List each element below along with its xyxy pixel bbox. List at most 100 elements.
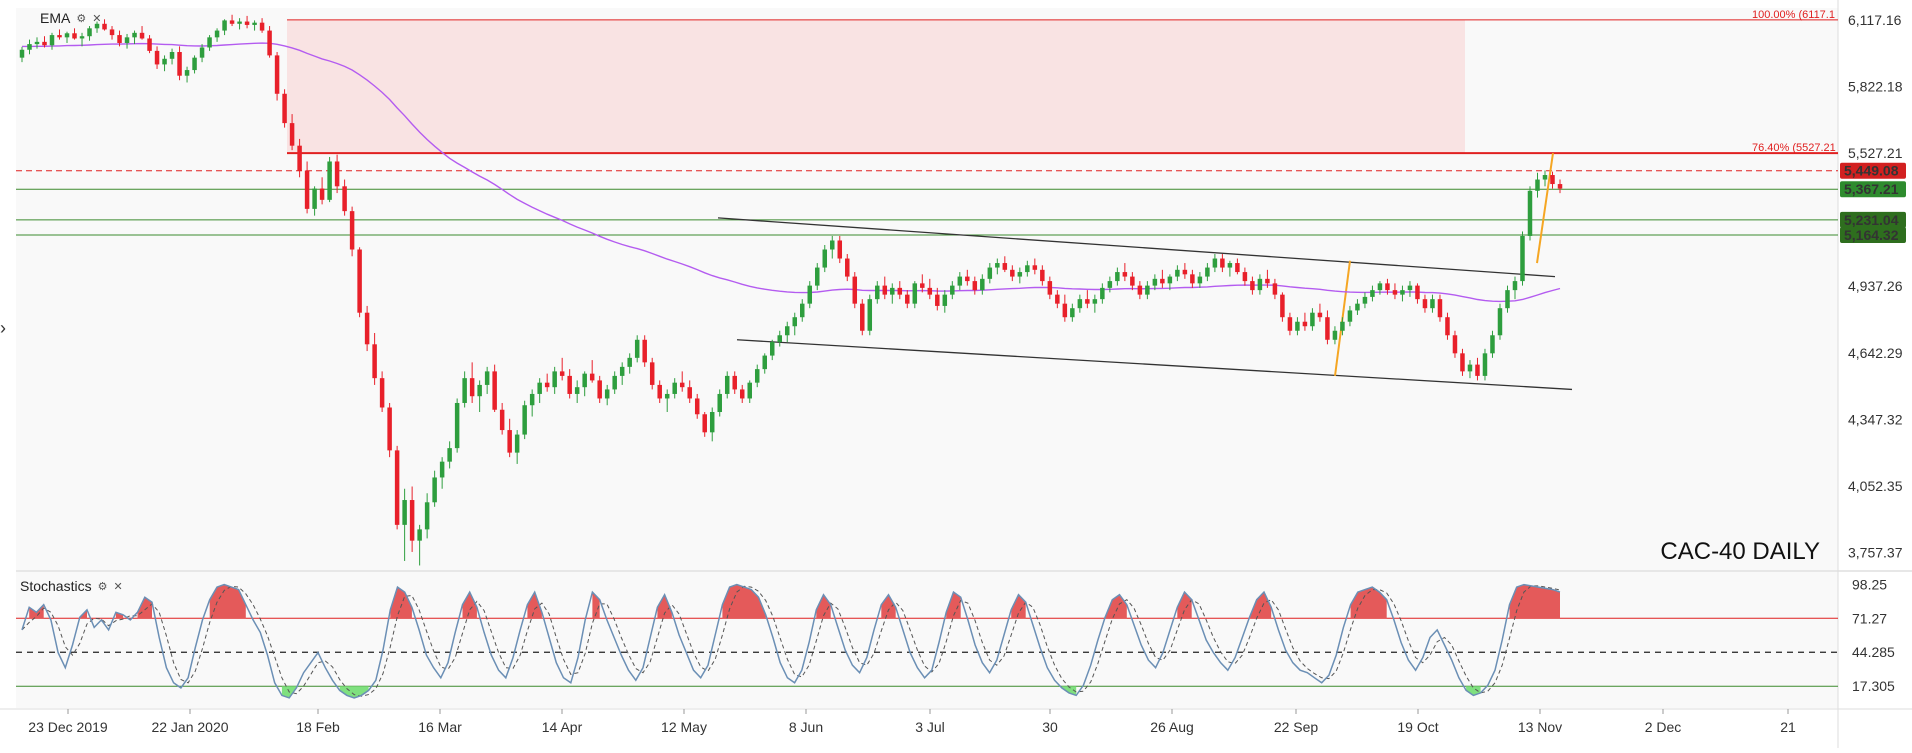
candle-body xyxy=(597,380,602,399)
candle-body xyxy=(1130,276,1135,286)
candle-body xyxy=(815,267,820,286)
candle-body xyxy=(1040,269,1045,282)
fib-label: 76.40% (5527.21 xyxy=(1752,142,1836,154)
candle-body xyxy=(244,21,250,25)
stoch-overbought-fill xyxy=(1105,594,1127,619)
candle-body xyxy=(1370,290,1375,297)
candle-body xyxy=(987,267,993,279)
stoch-overbought-fill xyxy=(946,592,961,619)
candle-body xyxy=(1250,281,1255,291)
candle-body xyxy=(492,371,497,410)
candle-body xyxy=(1332,330,1338,340)
candle-body xyxy=(1422,299,1428,309)
candle-body xyxy=(769,342,775,356)
candle-body xyxy=(147,38,152,51)
candle-body xyxy=(162,58,167,65)
candle-body xyxy=(1377,283,1383,291)
candle-body xyxy=(1062,303,1068,318)
candle-body xyxy=(192,57,197,71)
candle-body xyxy=(972,281,978,291)
stoch-overbought-fill xyxy=(209,584,246,619)
candle-body xyxy=(800,303,805,318)
close-icon[interactable]: ✕ xyxy=(113,580,123,593)
price-badge xyxy=(1840,162,1906,179)
candle-body xyxy=(1025,265,1030,273)
candle-body xyxy=(1122,272,1128,277)
candle-body xyxy=(514,434,520,453)
stoch-y-tick-label: 71.27 xyxy=(1852,610,1887,626)
candle-body xyxy=(207,37,212,48)
candle-body xyxy=(739,389,745,399)
candle-body xyxy=(334,161,340,187)
candle-body xyxy=(845,258,850,277)
x-tick-label: 13 Nov xyxy=(1518,719,1562,735)
candle-body xyxy=(424,502,430,530)
candle-body xyxy=(1032,265,1038,270)
candle-body xyxy=(319,188,325,200)
candle-body xyxy=(49,35,55,46)
x-tick-label: 21 xyxy=(1780,719,1796,735)
x-tick-label: 3 Jul xyxy=(915,719,945,735)
candle-body xyxy=(1512,281,1518,291)
candle-body xyxy=(1182,269,1188,275)
candle-body xyxy=(1190,274,1195,284)
stoch-y-tick-label: 98.25 xyxy=(1852,576,1887,592)
candle-body xyxy=(1047,281,1053,295)
price-badge xyxy=(1840,211,1906,228)
candle-body xyxy=(432,477,437,503)
candle-body xyxy=(1280,294,1285,318)
candle-body xyxy=(920,283,925,288)
candle-body xyxy=(890,287,895,295)
x-tick-label: 22 Sep xyxy=(1274,719,1319,735)
gear-icon[interactable]: ⚙ xyxy=(97,580,108,593)
candle-body xyxy=(169,52,175,59)
gear-icon[interactable]: ⚙ xyxy=(76,12,87,25)
candle-body xyxy=(995,263,1000,268)
candle-body xyxy=(1310,312,1315,327)
stoch-oversold-fill xyxy=(1061,686,1077,696)
y-tick-label: 3,757.37 xyxy=(1848,545,1903,561)
x-tick-label: 14 Apr xyxy=(542,719,583,735)
candle-body xyxy=(1167,276,1173,284)
candle-body xyxy=(1460,353,1465,372)
stoch-k-line xyxy=(21,583,1561,699)
candle-body xyxy=(724,375,730,394)
close-icon[interactable]: ✕ xyxy=(92,12,102,25)
candle-body xyxy=(559,371,565,376)
candle-body xyxy=(1347,310,1353,322)
candle-body xyxy=(679,382,685,388)
candle-body xyxy=(154,50,160,65)
chevron-right-icon[interactable]: › xyxy=(0,318,6,338)
y-tick-label: 4,642.29 xyxy=(1848,345,1903,361)
candles-group xyxy=(19,14,1563,566)
candle-body xyxy=(1272,283,1278,295)
candle-body xyxy=(619,366,625,376)
candle-body xyxy=(267,30,272,56)
candle-body xyxy=(327,161,332,200)
candle-body xyxy=(379,378,385,408)
candle-body xyxy=(1400,290,1405,295)
candle-body xyxy=(237,21,242,24)
candle-body xyxy=(657,384,662,399)
candle-body xyxy=(387,407,392,451)
x-tick-label: 26 Aug xyxy=(1150,719,1194,735)
candle-body xyxy=(1257,278,1263,291)
price-badge-label: 5,449.08 xyxy=(1844,163,1899,179)
stoch-d-line xyxy=(21,585,1561,697)
candle-body xyxy=(1055,294,1060,304)
stochastics-label: Stochastics xyxy=(20,578,92,594)
stoch-y-tick-label: 44.285 xyxy=(1852,644,1895,660)
candle-body xyxy=(882,285,888,295)
candle-body xyxy=(507,430,512,453)
candle-body xyxy=(1010,269,1015,277)
candle-body xyxy=(57,35,62,38)
candle-body xyxy=(19,49,25,58)
candle-body xyxy=(544,382,550,388)
candle-body xyxy=(364,312,370,345)
candle-body xyxy=(747,382,752,399)
candle-body xyxy=(177,52,182,76)
candle-body xyxy=(462,378,467,403)
candle-body xyxy=(132,32,137,38)
